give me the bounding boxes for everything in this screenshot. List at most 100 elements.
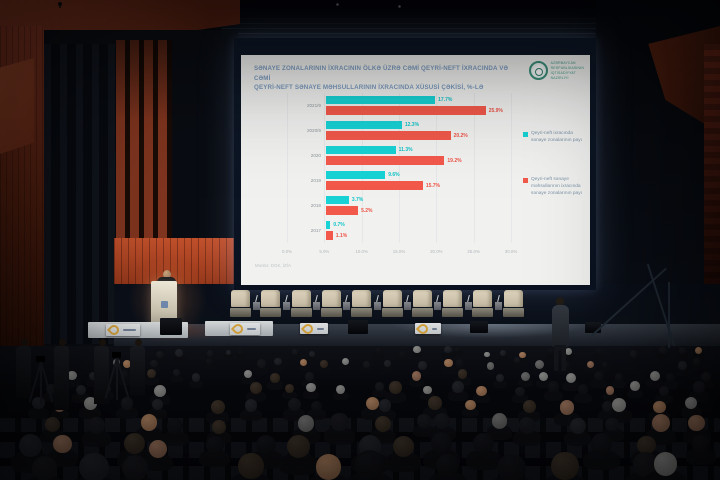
audience-head	[653, 400, 666, 414]
audience-head	[238, 453, 264, 479]
bar-value-label: 17.7%	[438, 97, 453, 103]
audience-head	[577, 384, 589, 395]
audience-shoulders	[626, 355, 641, 364]
audience-shoulders	[381, 365, 394, 372]
side-table-with-mic	[404, 302, 411, 310]
audience-shoulders	[481, 355, 492, 362]
photographer-silhouette	[130, 339, 145, 396]
gridline	[324, 93, 326, 243]
chart-x-axis: 0.0% 5.0% 10.0% 15.0% 20.0% 25.0% 30.0%	[282, 249, 517, 257]
audience-shoulders	[408, 378, 424, 388]
audience-head	[121, 455, 148, 480]
audience-shoulders	[240, 409, 262, 422]
audience-shoulders	[420, 392, 435, 401]
audience-shoulders	[512, 430, 542, 446]
teal-bar: 9.6%	[326, 171, 400, 179]
x-tick-label: 30.0%	[504, 249, 518, 254]
armchair-back	[291, 290, 311, 307]
stage-armchair	[471, 290, 494, 320]
bar-value-label: 19.2%	[447, 157, 462, 164]
bar-value-label: 0.7%	[333, 222, 345, 228]
armchair-back	[443, 290, 463, 307]
audience-head	[83, 396, 97, 410]
audience-head	[693, 381, 706, 394]
bar-value-label: 20.2%	[453, 132, 468, 139]
audience-head	[418, 361, 427, 370]
event-logo-plaque	[300, 321, 328, 336]
red-bar: 25.9%	[326, 106, 503, 115]
audience-head	[210, 400, 225, 415]
audience-head	[452, 381, 464, 394]
audience-head	[491, 413, 508, 429]
ministry-emblem-icon	[528, 61, 548, 80]
audience-shoulders	[602, 392, 618, 402]
audience-head	[411, 371, 421, 381]
audience-shoulders	[306, 355, 318, 362]
stage-monitor	[470, 321, 488, 333]
audience-head	[153, 385, 166, 397]
photographer-silhouette	[54, 339, 69, 410]
audience-head	[300, 358, 308, 366]
audience-head	[434, 413, 451, 430]
audience-head	[205, 436, 224, 455]
bar-group: 11.3% 19.2%	[326, 143, 511, 168]
bar-value-label: 15.7%	[425, 182, 440, 189]
audience-head	[476, 385, 487, 396]
audience-head	[521, 371, 531, 381]
audience-shoulders	[79, 406, 101, 419]
audience-shoulders	[223, 354, 234, 360]
photographer-silhouette	[94, 339, 109, 404]
bar-value-label: 9.6%	[388, 172, 400, 178]
audience-head	[497, 453, 527, 480]
audience-head	[285, 383, 295, 393]
audience-head	[473, 433, 495, 455]
photographer-silhouette	[16, 339, 31, 398]
audience-head	[392, 435, 414, 458]
audience-head	[677, 361, 687, 371]
armchair-back	[382, 290, 402, 307]
chart-category-row: 2019 9.6% 15.7%	[287, 168, 511, 193]
audience-shoulders	[170, 374, 183, 382]
speaker-head	[163, 270, 171, 279]
audience-head	[559, 400, 575, 416]
audience-head	[518, 417, 536, 434]
audience-head	[306, 382, 316, 393]
red-bar: 20.2%	[326, 131, 468, 140]
audience-head	[551, 452, 579, 480]
chart-category-row: 2021/9 17.7% 25.9%	[287, 93, 511, 118]
audience-head	[539, 372, 549, 381]
audience-shoulders	[360, 366, 373, 373]
y-axis-label: 2018	[310, 203, 321, 208]
audience-shoulders	[317, 365, 331, 374]
side-table-with-mic	[282, 302, 290, 310]
audience-head	[688, 414, 706, 432]
chart-legend: Qeyri-neft ixracında sənaye zonalarının …	[523, 131, 585, 198]
audience-head	[547, 347, 555, 355]
side-table-with-mic	[313, 302, 321, 310]
audience-head	[562, 361, 570, 370]
audience-shoulders	[599, 366, 611, 374]
audience-shoulders	[384, 390, 406, 403]
side-table-with-mic	[494, 302, 502, 310]
audience-head	[444, 345, 453, 354]
bar-value-label: 25.9%	[488, 107, 503, 114]
audience-shoulders	[339, 363, 352, 371]
audience-shoulders	[453, 351, 463, 357]
audience-head	[341, 358, 349, 366]
audience-head	[89, 371, 99, 381]
audience-shoulders	[279, 452, 319, 475]
stage-armchair	[320, 290, 343, 320]
audience-shoulders	[297, 364, 310, 372]
stage-armchair	[502, 290, 525, 320]
audience-shoulders	[415, 367, 430, 376]
audience-head	[166, 417, 184, 435]
stage-monitor	[160, 318, 182, 335]
audience-shoulders	[562, 380, 580, 391]
audience-shoulders	[447, 390, 468, 402]
audience-shoulders	[161, 430, 190, 447]
audience-shoulders	[697, 379, 714, 389]
audience-shoulders	[690, 363, 702, 370]
technician-head	[556, 297, 564, 306]
audience-head	[150, 359, 158, 368]
chart-category-row: 2020/9 12.3% 20.2%	[287, 118, 511, 143]
